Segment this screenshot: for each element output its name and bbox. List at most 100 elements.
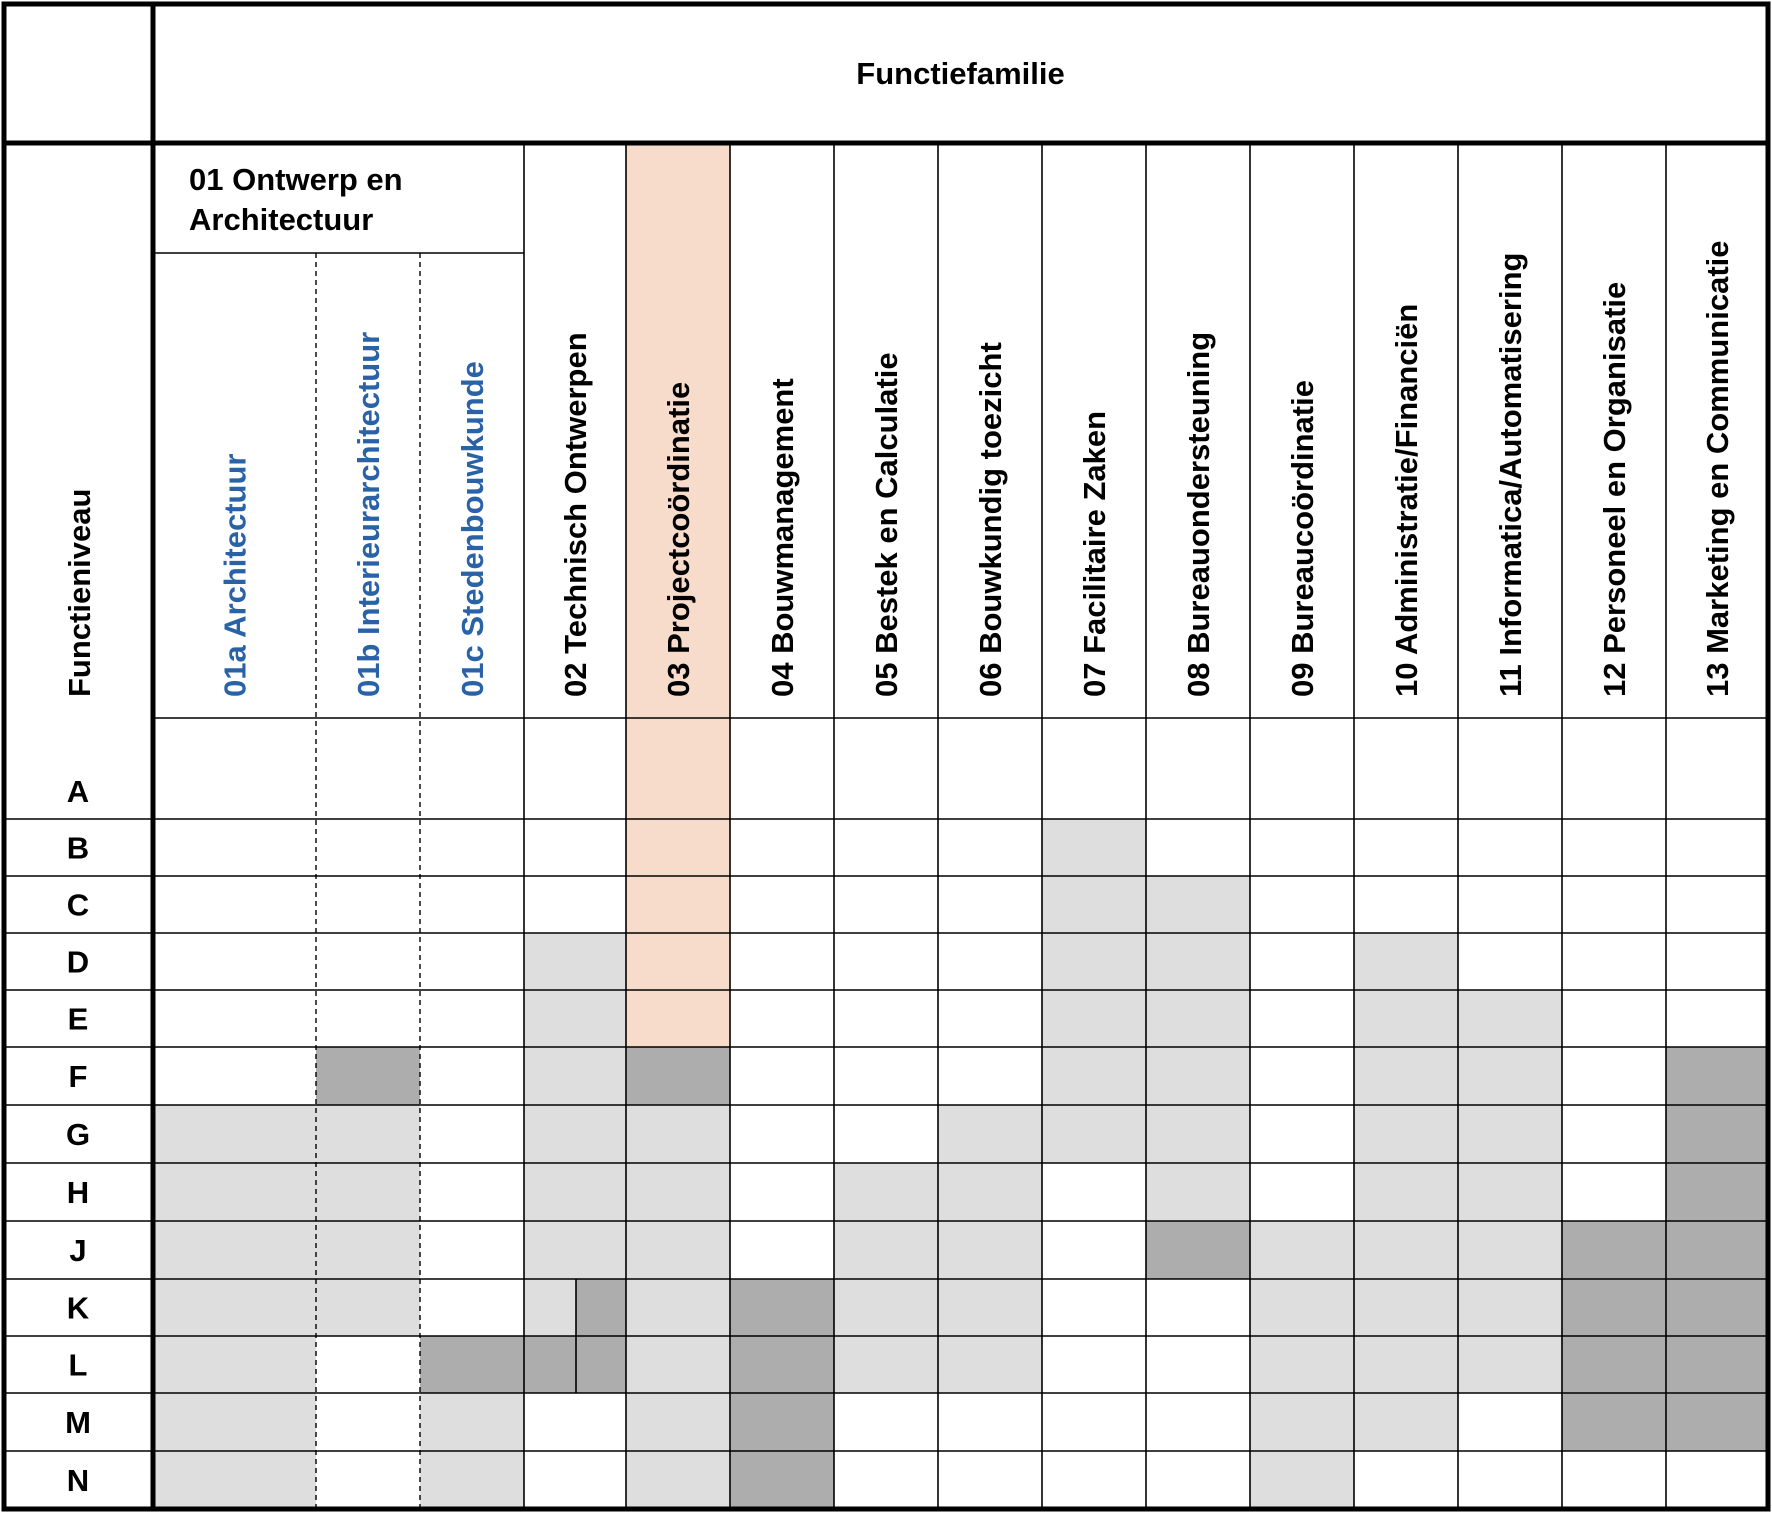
matrix-cell-J-14 [1562,1221,1666,1279]
matrix-cell-N-1 [153,1451,316,1509]
matrix-cell-L-13 [1458,1336,1562,1393]
matrix-cell-F-12 [1354,1047,1458,1105]
matrix-cell-B-5 [626,819,730,876]
column-label-7: 05 Bestek en Calculatie [869,352,904,697]
level-label-N: N [67,1463,89,1498]
matrix-cell-F-4 [524,1047,626,1105]
matrix-cell-M-3 [420,1393,524,1451]
matrix-cell-M-11 [1250,1393,1354,1451]
matrix-cell-J-11 [1250,1221,1354,1279]
level-label-B: B [67,831,89,866]
matrix-cell-L-12 [1354,1336,1458,1393]
matrix-cell-H-2 [316,1163,420,1221]
column-label-6: 04 Bouwmanagement [765,378,800,697]
matrix-cell-E-9 [1042,990,1146,1047]
matrix-cell-H-15 [1666,1163,1768,1221]
matrix-cell-L-7 [834,1336,938,1393]
matrix-cell-K-6 [730,1279,834,1336]
matrix-cell-K-2 [316,1279,420,1336]
matrix-cell-A-5 [626,718,730,819]
matrix-cell-H-8 [938,1163,1042,1221]
matrix-cell-N-11 [1250,1451,1354,1509]
matrix-cell-E-5 [626,990,730,1047]
matrix-cell-L-4-part1 [524,1336,576,1393]
level-label-A: A [67,774,89,809]
matrix-cell-L-4-part2 [576,1336,626,1393]
matrix-cell-G-12 [1354,1105,1458,1163]
matrix-cell-G-8 [938,1105,1042,1163]
matrix-cell-H-4 [524,1163,626,1221]
matrix-cell-G-5 [626,1105,730,1163]
matrix-cell-C-10 [1146,876,1250,933]
matrix-cell-K-8 [938,1279,1042,1336]
matrix-cell-E-4 [524,990,626,1047]
highlighted-column-header-bg [626,143,730,718]
level-label-E: E [68,1002,89,1037]
matrix-cell-L-5 [626,1336,730,1393]
column-label-13: 11 Informatica/Automatisering [1493,253,1528,697]
matrix-cell-J-5 [626,1221,730,1279]
column-label-8: 06 Bouwkundig toezicht [973,342,1008,697]
matrix-cell-J-13 [1458,1221,1562,1279]
matrix-cell-D-10 [1146,933,1250,990]
matrix-cell-F-5 [626,1047,730,1105]
matrix-cell-L-1 [153,1336,316,1393]
matrix-cell-K-7 [834,1279,938,1336]
column-label-11: 09 Bureaucoördinatie [1285,380,1320,697]
matrix-cell-K-1 [153,1279,316,1336]
matrix-cell-J-2 [316,1221,420,1279]
matrix-cell-N-6 [730,1451,834,1509]
matrix-cell-K-4-part1 [524,1279,576,1336]
level-label-D: D [67,945,89,980]
matrix-cell-K-4-part2 [576,1279,626,1336]
column-label-3: 01c Stedenbouwkunde [455,361,490,697]
column-label-14: 12 Personeel en Organisatie [1597,282,1632,697]
column-label-15: 13 Marketing en Communicatie [1700,240,1735,697]
column-label-2: 01b Interieurarchitectuur [351,332,386,697]
level-label-L: L [69,1348,88,1383]
matrix-cell-H-10 [1146,1163,1250,1221]
matrix-cell-E-10 [1146,990,1250,1047]
matrix-cell-L-11 [1250,1336,1354,1393]
matrix-cell-F-2 [316,1047,420,1105]
matrix-cell-H-12 [1354,1163,1458,1221]
matrix-cell-D-4 [524,933,626,990]
matrix-cell-C-9 [1042,876,1146,933]
matrix-cell-J-12 [1354,1221,1458,1279]
matrix-cell-K-13 [1458,1279,1562,1336]
matrix-cell-J-1 [153,1221,316,1279]
matrix-cell-N-3 [420,1451,524,1509]
matrix-cell-F-15 [1666,1047,1768,1105]
matrix-cell-D-5 [626,933,730,990]
matrix-cell-K-15 [1666,1279,1768,1336]
matrix-cell-H-13 [1458,1163,1562,1221]
matrix-cell-C-5 [626,876,730,933]
level-label-F: F [69,1059,88,1094]
column-label-4: 02 Technisch Ontwerpen [558,332,593,697]
matrix-cell-M-6 [730,1393,834,1451]
level-label-G: G [66,1117,90,1152]
matrix-cell-M-1 [153,1393,316,1451]
matrix-cell-K-14 [1562,1279,1666,1336]
matrix-cell-H-7 [834,1163,938,1221]
matrix-cell-N-5 [626,1451,730,1509]
matrix-cell-H-1 [153,1163,316,1221]
matrix-cell-J-7 [834,1221,938,1279]
matrix-cell-G-10 [1146,1105,1250,1163]
matrix-cell-E-13 [1458,990,1562,1047]
matrix-cell-G-13 [1458,1105,1562,1163]
matrix-cell-G-15 [1666,1105,1768,1163]
matrix-cell-G-2 [316,1105,420,1163]
matrix-cell-L-8 [938,1336,1042,1393]
column-label-9: 07 Facilitaire Zaken [1077,411,1112,697]
matrix-cell-J-8 [938,1221,1042,1279]
column-label-5: 03 Projectcoördinatie [661,382,696,697]
matrix-cell-D-9 [1042,933,1146,990]
matrix-cell-J-4 [524,1221,626,1279]
matrix-cell-M-12 [1354,1393,1458,1451]
matrix-cell-L-6 [730,1336,834,1393]
matrix-cell-K-11 [1250,1279,1354,1336]
matrix-cell-G-9 [1042,1105,1146,1163]
